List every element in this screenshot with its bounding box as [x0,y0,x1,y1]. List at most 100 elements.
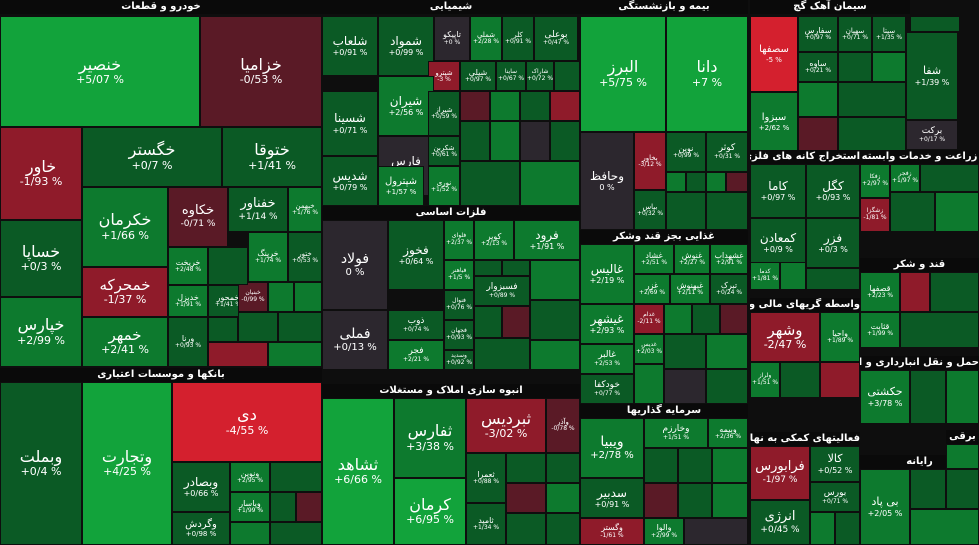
unlabeled-stock-tile[interactable] [460,91,490,121]
unlabeled-stock-tile[interactable] [706,334,748,369]
stock-tile[interactable]: ساوه +0/21 % [798,52,838,82]
unlabeled-stock-tile[interactable] [474,260,502,276]
unlabeled-stock-tile[interactable] [208,247,248,285]
stock-tile[interactable]: فخوز +0/64 % [388,220,444,290]
unlabeled-stock-tile[interactable] [460,121,490,161]
stock-tile[interactable]: فجر +2/21 % [388,340,444,370]
unlabeled-stock-tile[interactable] [634,364,664,404]
unlabeled-stock-tile[interactable] [474,338,530,370]
stock-tile[interactable]: خنصیر +5/07 % [0,16,200,127]
stock-tile[interactable]: سدبیر +0/91 % [580,478,644,518]
stock-tile[interactable]: خفناور +1/14 % [228,187,288,232]
unlabeled-stock-tile[interactable] [838,82,906,117]
unlabeled-stock-tile[interactable] [490,121,520,161]
unlabeled-stock-tile[interactable] [530,300,580,340]
stock-tile[interactable]: غیشهر +2/93 % [580,304,634,344]
unlabeled-stock-tile[interactable] [910,370,946,424]
stock-tile[interactable]: خبهمن +1/76 % [288,187,322,232]
stock-tile[interactable]: غالبر +2/53 % [580,344,634,374]
stock-tile[interactable]: کگل +0/93 % [806,164,860,218]
unlabeled-stock-tile[interactable] [666,172,686,192]
stock-tile[interactable]: خریخت +2/48 % [168,247,208,285]
stock-tile[interactable]: ثفارس +3/38 % [394,398,466,478]
stock-tile[interactable]: قصفها +2/23 % [860,272,900,312]
unlabeled-stock-tile[interactable] [296,492,322,522]
stock-tile[interactable]: کوثر +0/31 % [706,132,748,172]
unlabeled-stock-tile[interactable] [706,172,726,192]
unlabeled-stock-tile[interactable] [835,512,860,545]
stock-tile[interactable]: ذوب +0/74 % [388,310,444,340]
stock-tile[interactable]: وحافظ 0 % [580,132,634,230]
stock-tile[interactable]: انرژی +0/45 % [750,500,810,545]
stock-tile[interactable]: فزر +0/3 % [806,218,860,268]
unlabeled-stock-tile[interactable] [910,16,960,32]
unlabeled-stock-tile[interactable] [644,448,678,483]
stock-tile[interactable]: شلعاب +0/91 % [322,16,378,76]
unlabeled-stock-tile[interactable] [780,362,820,398]
stock-tile[interactable]: برکت +0/17 % [906,120,958,150]
stock-tile[interactable]: فولاد 0 % [322,220,388,310]
stock-tile[interactable]: شملی +2/28 % [470,16,502,61]
unlabeled-stock-tile[interactable] [900,312,979,348]
stock-tile[interactable]: شدیس +0/79 % [322,156,378,206]
unlabeled-stock-tile[interactable] [910,509,979,545]
unlabeled-stock-tile[interactable] [686,172,706,192]
unlabeled-stock-tile[interactable] [664,369,706,404]
stock-tile[interactable]: خرینگ +1/74 % [248,232,288,282]
stock-tile[interactable]: فجهان +0/93 % [444,320,474,350]
stock-tile[interactable]: ثبردیس -3/02 % [466,398,546,453]
stock-tile[interactable]: تاپیکو +0 % [434,16,470,61]
unlabeled-stock-tile[interactable] [270,522,322,545]
unlabeled-stock-tile[interactable] [946,370,979,424]
stock-tile[interactable]: وآذر -0/78 % [546,398,580,453]
stock-tile[interactable]: شکربن +0/61 % [428,136,460,166]
stock-tile[interactable]: ختوقا +1/41 % [222,127,322,187]
stock-tile[interactable]: وشهر -2/47 % [750,312,820,362]
stock-tile[interactable]: ثشاهد +6/66 % [322,398,394,545]
unlabeled-stock-tile[interactable] [506,453,546,483]
unlabeled-stock-tile[interactable] [270,462,322,492]
unlabeled-stock-tile[interactable] [706,192,748,230]
stock-tile[interactable]: کویر +2/13 % [474,220,514,260]
stock-tile[interactable]: فرابورس -1/97 % [750,446,810,500]
unlabeled-stock-tile[interactable] [692,304,720,334]
stock-tile[interactable]: فباهنر +1/5 % [444,260,474,290]
unlabeled-stock-tile[interactable] [520,161,580,206]
stock-tile[interactable]: بخاور -3/12 % [634,132,666,190]
stock-tile[interactable]: زشگزا -1/81 % [860,198,890,232]
stock-tile[interactable]: خاور -1/93 % [0,127,82,220]
stock-tile[interactable]: ختور +0/53 % [288,232,322,282]
unlabeled-stock-tile[interactable] [810,512,835,545]
stock-tile[interactable]: تبرک +0/24 % [710,274,748,304]
unlabeled-stock-tile[interactable] [726,172,748,192]
unlabeled-stock-tile[interactable] [838,117,906,152]
unlabeled-stock-tile[interactable] [644,483,678,518]
unlabeled-stock-tile[interactable] [935,192,979,232]
stock-tile[interactable]: ثعمرا +0/88 % [466,453,506,503]
stock-tile[interactable]: کدما +1/81 % [750,262,780,290]
stock-tile[interactable]: فسبزوار +0/89 % [474,276,530,306]
unlabeled-stock-tile[interactable] [890,192,935,232]
unlabeled-stock-tile[interactable] [530,340,580,370]
stock-tile[interactable]: شیراز +0/59 % [428,91,460,136]
stock-tile[interactable]: وگردش +0/98 % [172,512,230,545]
stock-tile[interactable]: غنوش +2/27 % [674,244,710,274]
unlabeled-stock-tile[interactable] [678,483,712,518]
stock-tile[interactable]: وگستر -1/61 % [580,518,644,545]
stock-tile[interactable]: واحیا +1/89 % [820,312,860,362]
stock-tile[interactable]: بپاس +0/32 % [634,190,666,230]
unlabeled-stock-tile[interactable] [474,306,502,338]
unlabeled-stock-tile[interactable] [554,61,580,91]
stock-tile[interactable]: سبزوا +2/62 % [750,92,798,152]
stock-tile[interactable]: سصفها -5 % [750,16,798,92]
unlabeled-stock-tile[interactable] [664,304,692,334]
stock-tile[interactable]: خزامیا -0/53 % [200,16,322,127]
stock-tile[interactable]: ونوین +2/95 % [230,462,270,492]
unlabeled-stock-tile[interactable] [506,513,546,545]
unlabeled-stock-tile[interactable] [664,334,706,369]
stock-tile[interactable]: خدیزل +1/91 % [168,285,208,317]
stock-tile[interactable]: خودکفا +0/77 % [580,374,634,404]
stock-tile[interactable]: بورس +0/71 % [810,482,860,512]
stock-tile[interactable]: البرز +5/75 % [580,16,666,132]
stock-tile[interactable]: سهیان +0/71 % [838,16,872,52]
